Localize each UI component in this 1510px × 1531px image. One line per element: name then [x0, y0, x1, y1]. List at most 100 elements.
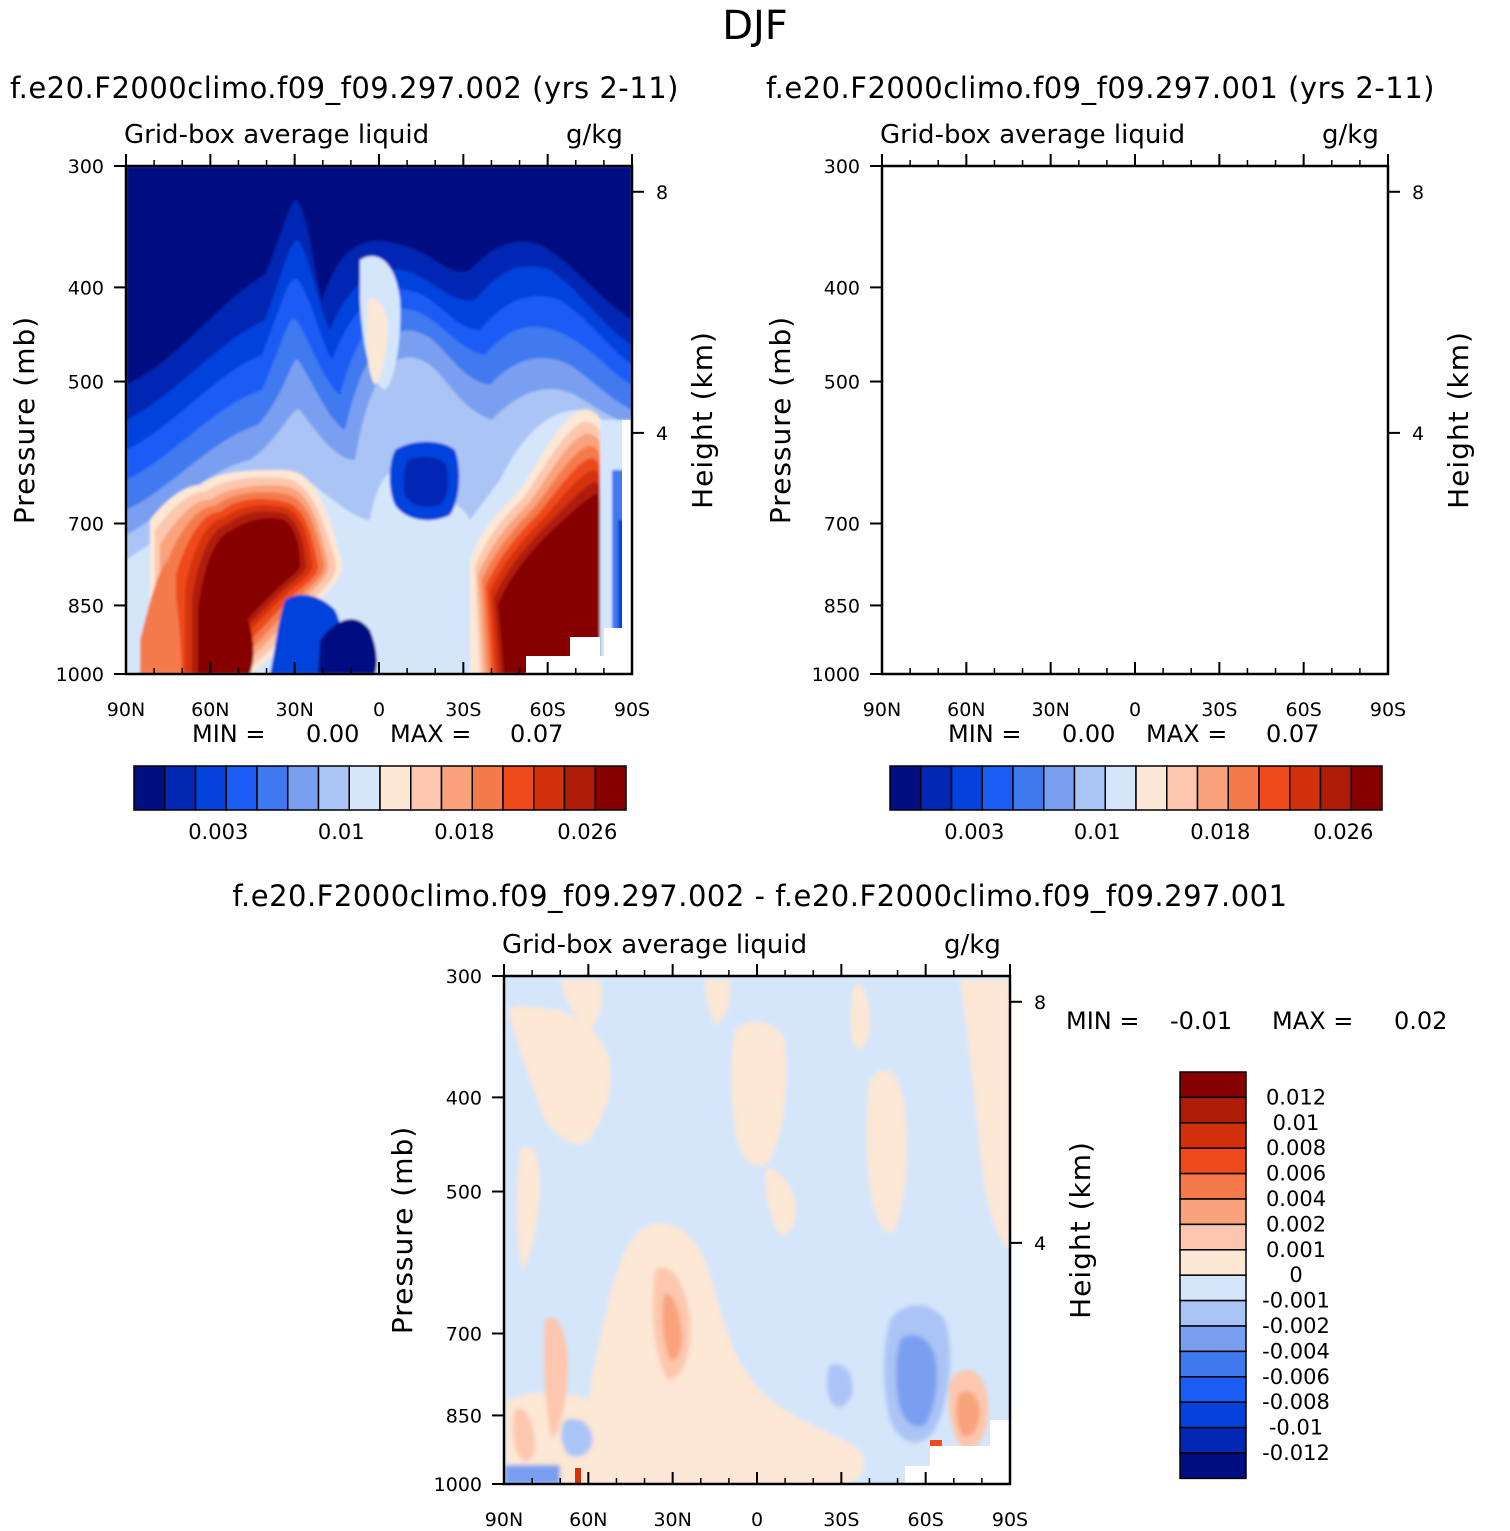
- panel-2-colorbar-swatch: [889, 765, 922, 811]
- panel-1-xtick-label: 90N: [107, 699, 145, 721]
- diff-field: [504, 976, 1010, 1484]
- panel-1-xtick-label: 60S: [530, 699, 566, 721]
- panel-1-xtick-label: 30N: [275, 699, 313, 721]
- diff-colorbar-label: -0.001: [1262, 1289, 1330, 1313]
- panel-1-colorbar-swatch: [348, 765, 381, 811]
- diff-xtick-label: 60S: [908, 1509, 944, 1531]
- panel-1-y2label: Height (km): [686, 331, 719, 509]
- diff-colorbar-label: 0.008: [1266, 1136, 1326, 1160]
- panel-2-colorbar-label: 0.026: [1313, 820, 1373, 844]
- panel-1-xtick-label: 0: [373, 699, 385, 721]
- panel-1-units: g/kg: [566, 120, 623, 150]
- panel-1-ytick-label: 300: [68, 156, 104, 178]
- colorbars: 0.003 0.01 0.018 0.026 0.003 0.01 0.018 0.0260.…: [133, 765, 1383, 1480]
- panel-1-colorbar-swatch: [502, 765, 535, 811]
- panel-2-colorbar-label: 0.018: [1190, 820, 1250, 844]
- panel-2-max-value: 0.07: [1266, 720, 1320, 748]
- panel-2-colorbar-swatch: [1196, 765, 1229, 811]
- panel-2-colorbar-swatch: [950, 765, 983, 811]
- diff-colorbar-swatch: [1179, 1426, 1247, 1454]
- panel-1-colorbar-label: 0.026: [557, 820, 617, 844]
- diff-xtick-label: 30S: [823, 1509, 859, 1531]
- diff-colorbar-swatch: [1179, 1325, 1247, 1353]
- diff-colorbar-swatch: [1179, 1172, 1247, 1200]
- panel-2-variable: Grid-box average liquid: [880, 120, 1186, 150]
- axes: 90N 60N 30N 0 30S 60S 90S300400500700850100084…: [8, 154, 1475, 1531]
- panel-1-ytick-label: 400: [68, 277, 104, 299]
- diff-colorbar-swatch: [1179, 1452, 1247, 1480]
- panel-2-ylabel: Pressure (mb): [764, 316, 797, 524]
- diff-colorbar-label: -0.004: [1262, 1339, 1330, 1363]
- diff-colorbar-swatch: [1179, 1122, 1247, 1149]
- diff-ytick-label: 500: [446, 1182, 482, 1204]
- diff-colorbar-swatch: [1179, 1299, 1247, 1327]
- diff-min-value: -0.01: [1170, 1007, 1233, 1035]
- diff-colorbar-swatch: [1179, 1249, 1247, 1276]
- panel-1-xtick-label: 30S: [445, 699, 481, 721]
- panel-1-xtick-label: 90S: [614, 699, 650, 721]
- diff-colorbar-label: 0.002: [1266, 1212, 1326, 1236]
- panel-1-colorbar-swatch: [256, 765, 289, 811]
- panel-1-colorbar-label: 0.01: [318, 820, 365, 844]
- diff-y2tick-label: 8: [1034, 992, 1046, 1014]
- diff-ytick-label: 300: [446, 966, 482, 988]
- diff-colorbar-swatch: [1179, 1350, 1247, 1378]
- diff-colorbar-label: -0.002: [1262, 1314, 1330, 1338]
- diff-colorbar-label: -0.006: [1262, 1365, 1330, 1389]
- diff-ytick-label: 700: [446, 1324, 482, 1346]
- diff-colorbar-swatch: [1179, 1223, 1247, 1251]
- panel-1-colorbar-swatch: [563, 765, 596, 811]
- panel-2-colorbar-label: 0.01: [1074, 820, 1121, 844]
- diff-colorbar-label: 0: [1289, 1263, 1302, 1287]
- panel-2-colorbar-swatch: [1043, 765, 1076, 811]
- panel-1-colorbar-swatch: [440, 765, 473, 811]
- diff-colorbar-label: 0.001: [1266, 1238, 1326, 1262]
- panel-2-ytick-label: 300: [824, 156, 860, 178]
- panel-2-case-title: f.e20.F2000climo.f09_f09.297.001 (yrs 2-…: [766, 71, 1435, 105]
- panel-2-y2label: Height (km): [1442, 331, 1475, 509]
- diff-ytick-label: 850: [446, 1405, 482, 1427]
- panel-2-xtick-label: 60N: [947, 699, 985, 721]
- diff-xtick-label: 0: [751, 1509, 763, 1531]
- panel-2-min-label: MIN =: [948, 720, 1022, 748]
- panel-1-colorbar-swatch: [410, 765, 443, 811]
- diff-xtick-label: 60N: [569, 1509, 607, 1531]
- diff-colorbar-swatch: [1179, 1071, 1247, 1099]
- panel-2-xtick-label: 90N: [863, 699, 901, 721]
- panel-1-colorbar-swatch: [287, 765, 320, 811]
- panel-2-min-value: 0.00: [1062, 720, 1116, 748]
- panel-1-colorbar-swatch: [225, 765, 258, 811]
- diff-colorbar-label: 0.004: [1266, 1187, 1326, 1211]
- diff-colorbar-label: 0.012: [1266, 1085, 1326, 1109]
- diff-ytick-label: 400: [446, 1087, 482, 1109]
- diff-xtick-label: 90N: [485, 1509, 523, 1531]
- diff-colorbar-label: -0.012: [1262, 1441, 1330, 1465]
- panel-2-xtick-label: 30N: [1031, 699, 1069, 721]
- diff-colorbar-label: 0.006: [1266, 1162, 1326, 1186]
- panel-2-ytick-label: 500: [824, 372, 860, 394]
- panel-2-colorbar-swatch: [1350, 765, 1383, 811]
- panel-2-colorbar-swatch: [1319, 765, 1352, 811]
- diff-colorbar-swatch: [1179, 1147, 1247, 1175]
- diff-units: g/kg: [944, 930, 1001, 960]
- diff-y2label: Height (km): [1064, 1141, 1097, 1319]
- diff-xtick-label: 90S: [992, 1509, 1028, 1531]
- panel-1-max-value: 0.07: [510, 720, 564, 748]
- panel-2-units: g/kg: [1322, 120, 1379, 150]
- diff-colorbar-label: 0.01: [1273, 1111, 1320, 1135]
- panel-1-colorbar-swatch: [379, 765, 412, 811]
- diff-y2tick-label: 4: [1034, 1233, 1046, 1255]
- panel-1-colorbar-swatch: [471, 765, 504, 811]
- panel-1-min-value: 0.00: [306, 720, 360, 748]
- season-title: DJF: [722, 3, 788, 49]
- panel-2-ytick-label: 400: [824, 277, 860, 299]
- diff-colorbar-label: -0.01: [1269, 1416, 1323, 1440]
- panel-1-colorbar-swatch: [164, 765, 197, 811]
- panel-2-colorbar-swatch: [1104, 765, 1137, 811]
- panel-2-frame: [880, 164, 1390, 676]
- panel-1-colorbar-swatch: [533, 765, 566, 811]
- diff-max-value: 0.02: [1394, 1007, 1448, 1035]
- diff-min-label: MIN =: [1066, 1007, 1140, 1035]
- panel-1-ytick-label: 500: [68, 372, 104, 394]
